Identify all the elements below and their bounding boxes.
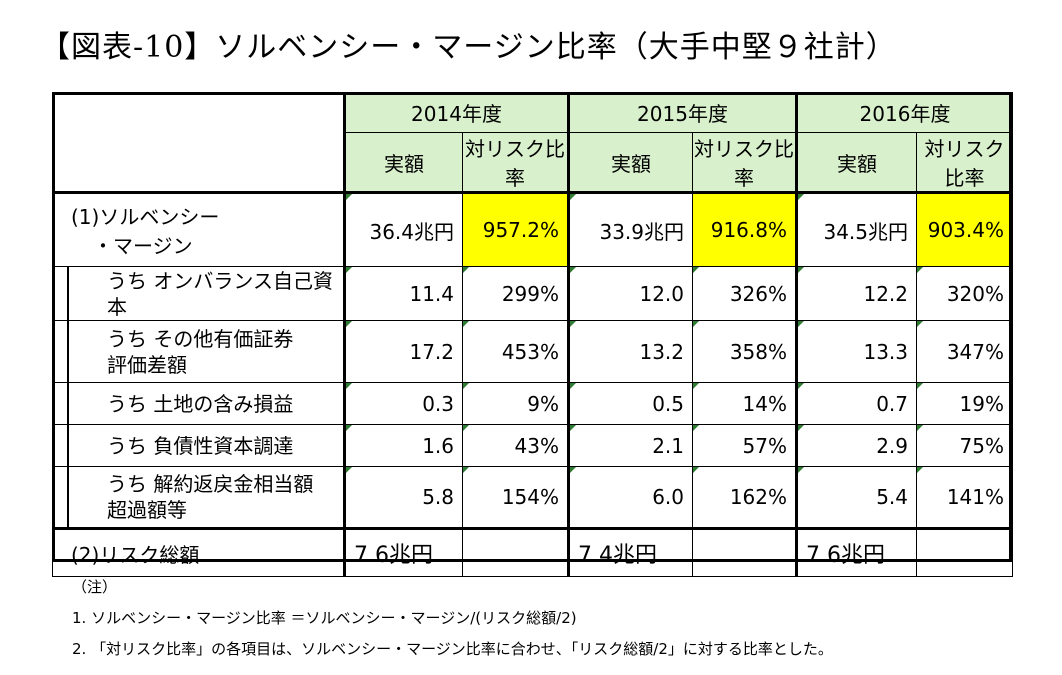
figure-title: 【図表-10】ソルベンシー・マージン比率（大手中堅９社計） bbox=[40, 30, 897, 65]
table-row: うち 土地の含み損益 0.3 9% 0.5 14% 0.7 19% bbox=[52, 382, 1013, 426]
row-label-land-unrealized: うち 土地の含み損益 bbox=[52, 382, 345, 426]
row-label-line2: ・マージン bbox=[93, 234, 193, 258]
row-label-surrender-excess: うち 解約返戻金相当額 超過額等 bbox=[52, 466, 345, 530]
empty-cell bbox=[916, 528, 1013, 577]
value-cell: 0.3 bbox=[343, 382, 463, 425]
row-label-debt-capital: うち 負債性資本調達 bbox=[52, 424, 345, 468]
year-header-2014: 2014年度 bbox=[343, 92, 569, 133]
highlighted-ratio-cell: 903.4% bbox=[916, 192, 1013, 267]
value-cell: 11.4 bbox=[343, 266, 463, 321]
notes-heading: （注） bbox=[72, 578, 118, 596]
table-row: うち 解約返戻金相当額 超過額等 5.8 154% 6.0 162% 5.4 1… bbox=[52, 466, 1013, 530]
value-cell: 12.2 bbox=[795, 266, 917, 321]
amount-header: 実額 bbox=[343, 132, 463, 194]
value-cell: 320% bbox=[916, 266, 1013, 321]
row-label-solvency-margin: (1)ソルベンシー ・マージン bbox=[52, 192, 345, 267]
value-cell: 17.2 bbox=[343, 320, 463, 383]
table-row: うち その他有価証券 評価差額 17.2 453% 13.2 358% 13.3… bbox=[52, 320, 1013, 384]
value-cell: 43% bbox=[462, 424, 569, 467]
row-label-total-risk: (2)リスク総額 bbox=[52, 528, 345, 577]
value-cell: 13.3 bbox=[795, 320, 917, 383]
value-cell: 13.2 bbox=[567, 320, 693, 383]
value-cell: 0.5 bbox=[567, 382, 693, 425]
value-cell: 75% bbox=[916, 424, 1013, 467]
empty-cell bbox=[692, 528, 797, 577]
amount-header: 実額 bbox=[795, 132, 917, 194]
row-label-line1: うち 負債性資本調達 bbox=[107, 433, 294, 458]
highlighted-ratio-cell: 916.8% bbox=[692, 192, 797, 267]
ratio-header: 対リスク比率 bbox=[692, 132, 797, 194]
table-row: (1)ソルベンシー ・マージン 36.4兆円 957.2% 33.9兆円 916… bbox=[52, 192, 1013, 267]
row-label-line1: うち 解約返戻金相当額 bbox=[107, 472, 314, 496]
row-label-securities-valuation: うち その他有価証券 評価差額 bbox=[52, 320, 345, 384]
value-cell: 36.4兆円 bbox=[343, 192, 463, 267]
value-cell: 19% bbox=[916, 382, 1013, 425]
row-label-line2: 超過額等 bbox=[107, 498, 187, 522]
empty-cell bbox=[462, 528, 569, 577]
value-cell: 34.5兆円 bbox=[795, 192, 917, 267]
value-cell: 14% bbox=[692, 382, 797, 425]
value-cell: 154% bbox=[462, 466, 569, 530]
note-item: 2. 「対リスク比率」の各項目は、ソルベンシー・マージン比率に合わせ、「リスク総… bbox=[72, 640, 833, 658]
value-cell: 453% bbox=[462, 320, 569, 383]
value-cell: 1.6 bbox=[343, 424, 463, 467]
row-label-line1: (1)ソルベンシー bbox=[71, 205, 220, 229]
value-cell: 5.8 bbox=[343, 466, 463, 530]
value-cell: 326% bbox=[692, 266, 797, 321]
value-cell: 2.9 bbox=[795, 424, 917, 467]
table-row: (2)リスク総額 7.6兆円 7.4兆円 7.6兆円 bbox=[52, 528, 1013, 577]
ratio-header: 対リスク比率 bbox=[462, 132, 569, 194]
value-cell: 6.0 bbox=[567, 466, 693, 530]
ratio-header: 対リスク比率 bbox=[916, 132, 1013, 194]
highlighted-ratio-cell: 957.2% bbox=[462, 192, 569, 267]
table-row: うち 負債性資本調達 1.6 43% 2.1 57% 2.9 75% bbox=[52, 424, 1013, 468]
value-cell: 347% bbox=[916, 320, 1013, 383]
value-cell: 0.7 bbox=[795, 382, 917, 425]
value-cell: 7.6兆円 bbox=[795, 528, 917, 577]
value-cell: 358% bbox=[692, 320, 797, 383]
solvency-margin-table: 2014年度 2015年度 2016年度 実額 対リスク比率 実額 対リスク比率… bbox=[52, 92, 1013, 577]
value-cell: 33.9兆円 bbox=[567, 192, 693, 267]
row-label-onbalance-capital: うち オンバランス自己資本 bbox=[52, 266, 345, 322]
corner-cell bbox=[52, 92, 345, 194]
value-cell: 2.1 bbox=[567, 424, 693, 467]
value-cell: 9% bbox=[462, 382, 569, 425]
value-cell: 57% bbox=[692, 424, 797, 467]
row-label-line1: うち その他有価証券 bbox=[107, 326, 294, 351]
year-header-2015: 2015年度 bbox=[567, 92, 797, 133]
value-cell: 299% bbox=[462, 266, 569, 321]
value-cell: 7.6兆円 bbox=[343, 528, 463, 577]
row-label-line1: うち 土地の含み損益 bbox=[107, 391, 294, 416]
table-row: うち オンバランス自己資本 11.4 299% 12.0 326% 12.2 3… bbox=[52, 266, 1013, 322]
year-header-2016: 2016年度 bbox=[795, 92, 1013, 133]
value-cell: 7.4兆円 bbox=[567, 528, 693, 577]
value-cell: 12.0 bbox=[567, 266, 693, 321]
note-item: 1. ソルベンシー・マージン比率 ＝ソルベンシー・マージン/(リスク総額/2) bbox=[72, 609, 577, 627]
value-cell: 141% bbox=[916, 466, 1013, 530]
row-label-line1: うち オンバランス自己資本 bbox=[107, 268, 333, 319]
amount-header: 実額 bbox=[567, 132, 693, 194]
notes: （注） 1. ソルベンシー・マージン比率 ＝ソルベンシー・マージン/(リスク総額… bbox=[72, 572, 833, 665]
row-label-line2: 評価差額 bbox=[107, 352, 187, 377]
value-cell: 162% bbox=[692, 466, 797, 530]
value-cell: 5.4 bbox=[795, 466, 917, 530]
